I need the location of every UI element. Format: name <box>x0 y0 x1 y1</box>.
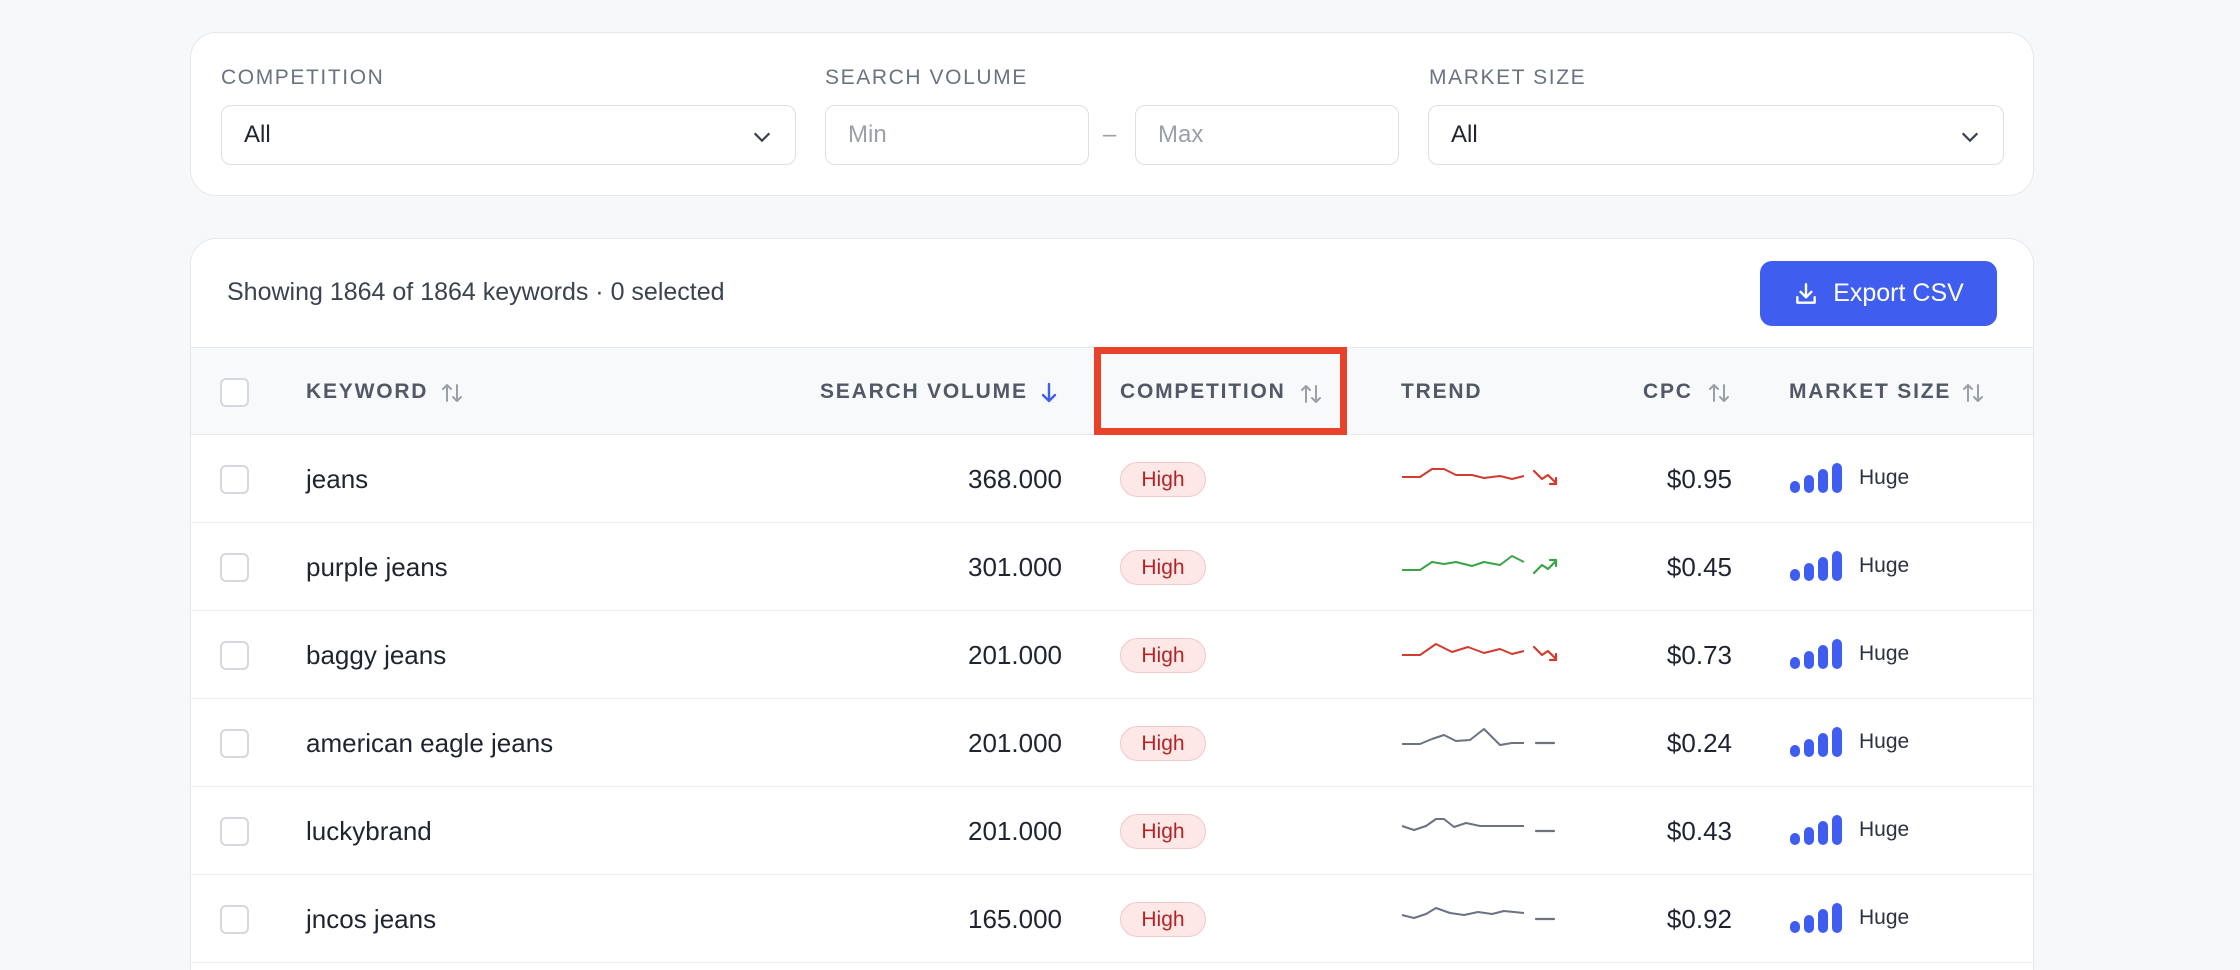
competition-column-highlight <box>1094 347 1347 435</box>
keyword-cell[interactable]: baggy jeans <box>306 640 447 670</box>
row-checkbox[interactable] <box>220 729 249 758</box>
column-header-cpc[interactable]: CPC <box>1643 380 1693 403</box>
column-header-market-size[interactable]: MARKET SIZE <box>1789 380 1952 403</box>
max-volume-input[interactable]: Max <box>1135 105 1399 165</box>
trend-sparkline <box>1402 643 1558 662</box>
signal-bars-icon <box>1790 727 1842 757</box>
market-size-label: Huge <box>1859 466 1910 489</box>
column-header-trend: TREND <box>1401 380 1483 403</box>
signal-bars-icon <box>1790 815 1842 845</box>
column-header-search-volume[interactable]: SEARCH VOLUME <box>820 380 1028 403</box>
sort-icon[interactable] <box>439 380 465 406</box>
download-icon <box>1796 282 1817 304</box>
keyword-cell[interactable]: american eagle jeans <box>306 728 554 758</box>
competition-select[interactable]: All <box>221 105 796 165</box>
row-checkbox[interactable] <box>220 465 249 494</box>
competition-select-value: All <box>244 121 271 148</box>
sort-icon[interactable] <box>1960 380 1986 406</box>
cpc-cell: $0.92 <box>1666 904 1732 934</box>
competition-filter-label: COMPETITION <box>221 66 385 89</box>
min-volume-placeholder: Min <box>848 121 887 148</box>
market-size-label: Huge <box>1859 554 1910 577</box>
competition-badge: High <box>1120 814 1206 849</box>
chevron-down-icon <box>753 132 771 143</box>
market-size-cell: Huge <box>1789 903 1909 933</box>
trend-down-icon <box>1532 645 1558 662</box>
search-volume-cell: 201.000 <box>968 640 1062 670</box>
min-volume-input[interactable]: Min <box>825 105 1089 165</box>
market-size-label: Huge <box>1859 642 1910 665</box>
table-row[interactable] <box>191 875 2033 963</box>
competition-badge: High <box>1120 726 1206 761</box>
cpc-cell: $0.24 <box>1666 728 1732 758</box>
trend-sparkline <box>1401 818 1556 833</box>
cpc-cell: $0.73 <box>1666 640 1732 670</box>
competition-badge: High <box>1120 902 1206 937</box>
search-volume-cell: 165.000 <box>968 904 1062 934</box>
signal-bars-icon <box>1790 551 1842 581</box>
trend-sparkline <box>1402 555 1558 575</box>
table-row[interactable] <box>191 435 2033 523</box>
market-size-filter-label: MARKET SIZE <box>1429 66 1587 89</box>
market-size-label: Huge <box>1859 818 1910 841</box>
cpc-cell: $0.43 <box>1666 816 1732 846</box>
cpc-cell: $0.45 <box>1666 552 1732 582</box>
competition-badge: High <box>1120 462 1206 497</box>
market-size-label: Huge <box>1859 730 1910 753</box>
range-separator: – <box>1103 121 1117 148</box>
sort-descending-icon[interactable] <box>1036 380 1062 406</box>
row-checkbox[interactable] <box>220 553 249 582</box>
export-csv-label: Export CSV <box>1833 279 1964 307</box>
keyword-cell[interactable]: purple jeans <box>306 552 448 582</box>
table-row[interactable] <box>191 787 2033 875</box>
signal-bars-icon <box>1790 463 1842 493</box>
keyword-cell[interactable]: luckybrand <box>306 816 432 846</box>
market-size-cell: Huge <box>1789 551 1909 581</box>
trend-down-icon <box>1532 469 1558 486</box>
market-size-cell: Huge <box>1789 639 1909 669</box>
market-size-cell: Huge <box>1789 463 1909 493</box>
results-summary: Showing 1864 of 1864 keywords · 0 select… <box>227 278 725 306</box>
max-volume-placeholder: Max <box>1158 121 1204 148</box>
search-volume-cell: 201.000 <box>968 816 1062 846</box>
export-csv-button[interactable]: Export CSV <box>1760 261 1997 326</box>
market-size-cell: Huge <box>1789 727 1909 757</box>
search-volume-cell: 368.000 <box>968 464 1062 494</box>
market-size-select-value: All <box>1451 121 1478 148</box>
search-volume-cell: 201.000 <box>968 728 1062 758</box>
trend-sparkline <box>1402 468 1558 486</box>
row-checkbox[interactable] <box>220 817 249 846</box>
search-volume-filter-label: SEARCH VOLUME <box>825 66 1028 89</box>
chevron-down-icon <box>1961 132 1979 143</box>
table-row[interactable] <box>191 611 2033 699</box>
row-checkbox[interactable] <box>220 905 249 934</box>
market-size-select[interactable]: All <box>1428 105 2004 165</box>
keyword-cell[interactable]: jncos jeans <box>306 904 437 934</box>
table-header <box>191 347 2033 435</box>
column-header-competition[interactable]: COMPETITION <box>1120 380 1286 403</box>
column-header-keyword[interactable]: KEYWORD <box>306 380 429 403</box>
keyword-cell[interactable]: jeans <box>306 464 369 494</box>
market-size-label: Huge <box>1859 906 1910 929</box>
row-checkbox[interactable] <box>220 641 249 670</box>
competition-badge: High <box>1120 550 1206 585</box>
signal-bars-icon <box>1790 639 1842 669</box>
table-row[interactable] <box>191 699 2033 787</box>
market-size-cell: Huge <box>1789 815 1909 845</box>
trend-sparkline <box>1402 728 1556 746</box>
sort-icon[interactable] <box>1298 381 1324 407</box>
select-all-checkbox[interactable] <box>220 378 249 407</box>
competition-badge: High <box>1120 638 1206 673</box>
sort-icon[interactable] <box>1706 380 1732 406</box>
trend-up-icon <box>1532 558 1558 575</box>
search-volume-cell: 301.000 <box>968 552 1062 582</box>
table-row[interactable] <box>191 523 2033 611</box>
trend-sparkline <box>1401 907 1556 921</box>
cpc-cell: $0.95 <box>1666 464 1732 494</box>
signal-bars-icon <box>1790 903 1842 933</box>
